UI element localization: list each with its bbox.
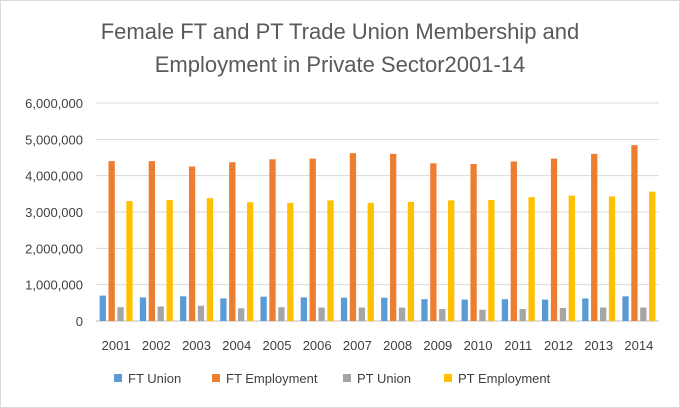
- bar-ft-employment-2003: [188, 166, 196, 321]
- bar-ft-employment-2008: [390, 153, 397, 321]
- y-tick-label: 2,000,000: [25, 241, 83, 256]
- bar-pt-union-2005: [278, 307, 285, 321]
- bar-ft-employment-2002: [148, 161, 156, 321]
- bar-pt-union-2007: [358, 307, 365, 321]
- bar-pt-employment-2004: [246, 202, 254, 321]
- legend-label: PT Employment: [458, 371, 551, 386]
- y-tick-label: 1,000,000: [25, 278, 83, 293]
- x-tick-label: 2003: [182, 338, 211, 353]
- bar-ft-union-2004: [220, 298, 227, 321]
- bar-ft-employment-2009: [430, 163, 437, 321]
- bar-ft-union-2002: [139, 297, 147, 321]
- legend-swatch: [114, 374, 122, 382]
- x-tick-label: 2001: [102, 338, 131, 353]
- bar-pt-union-2014: [640, 307, 647, 321]
- bar-ft-union-2008: [381, 297, 388, 321]
- bar-ft-union-2007: [340, 297, 348, 321]
- bar-pt-employment-2005: [287, 202, 294, 321]
- x-tick-label: 2007: [343, 338, 372, 353]
- bar-ft-employment-2007: [349, 153, 357, 321]
- y-tick-label: 3,000,000: [25, 205, 83, 220]
- legend-swatch: [212, 374, 220, 382]
- bar-pt-employment-2001: [126, 201, 133, 321]
- bar-pt-union-2002: [157, 306, 164, 321]
- bar-ft-union-2001: [99, 295, 106, 321]
- legend-label: FT Employment: [226, 371, 318, 386]
- bar-pt-employment-2003: [206, 198, 214, 321]
- bar-pt-union-2003: [197, 305, 205, 321]
- bar-pt-union-2013: [599, 307, 607, 321]
- bar-ft-employment-2005: [269, 159, 276, 321]
- bar-pt-union-2008: [398, 307, 406, 321]
- bars: [99, 145, 656, 321]
- bar-ft-union-2003: [180, 296, 187, 321]
- bar-ft-employment-2013: [591, 153, 598, 321]
- y-axis-ticks: 0 1,000,000 2,000,000 3,000,000 4,000,000 5,0…: [25, 96, 83, 329]
- x-tick-label: 2014: [624, 338, 653, 353]
- bar-pt-union-2004: [238, 308, 245, 321]
- bar-pt-union-2010: [479, 309, 486, 321]
- bar-pt-union-2009: [439, 309, 446, 321]
- x-tick-label: 2008: [383, 338, 412, 353]
- bar-ft-employment-2011: [510, 161, 517, 321]
- bar-ft-union-2005: [260, 296, 267, 321]
- bar-pt-employment-2009: [448, 200, 455, 321]
- bar-pt-union-2001: [117, 307, 124, 321]
- bar-ft-union-2010: [461, 299, 468, 321]
- bar-ft-union-2009: [421, 299, 428, 321]
- x-tick-label: 2010: [464, 338, 493, 353]
- bar-ft-employment-2006: [309, 158, 316, 321]
- bar-pt-union-2012: [559, 307, 567, 321]
- y-tick-label: 4,000,000: [25, 169, 83, 184]
- bar-pt-employment-2008: [407, 201, 415, 321]
- x-tick-label: 2004: [222, 338, 251, 353]
- chart-title: Female FT and PT Trade Union Membership …: [101, 19, 580, 77]
- x-tick-label: 2011: [504, 338, 532, 353]
- legend-item-pt-employment: PT Employment: [444, 371, 551, 386]
- legend-swatch: [343, 374, 351, 382]
- bar-pt-employment-2012: [568, 195, 575, 321]
- x-tick-label: 2005: [263, 338, 292, 353]
- bar-ft-union-2012: [541, 299, 549, 321]
- bar-ft-union-2011: [501, 299, 509, 321]
- y-tick-label: 5,000,000: [25, 132, 83, 147]
- bar-ft-union-2014: [622, 296, 629, 321]
- bar-ft-employment-2014: [631, 145, 638, 321]
- bar-ft-employment-2012: [550, 158, 558, 321]
- chart-title-line-2: Employment in Private Sector2001-14: [155, 52, 526, 77]
- legend-label: FT Union: [128, 371, 181, 386]
- legend-swatch: [444, 374, 452, 382]
- y-tick-label: 6,000,000: [25, 96, 83, 111]
- y-tick-label: 0: [76, 314, 83, 329]
- bar-ft-union-2013: [582, 298, 589, 321]
- x-tick-label: 2009: [423, 338, 452, 353]
- bar-ft-employment-2010: [470, 164, 477, 321]
- bar-pt-employment-2011: [528, 197, 535, 321]
- x-tick-label: 2013: [584, 338, 613, 353]
- bar-ft-employment-2004: [229, 162, 236, 321]
- legend-item-ft-union: FT Union: [114, 371, 181, 386]
- bar-ft-employment-2001: [108, 161, 115, 321]
- legend: FT Union FT Employment PT Union PT Employme…: [114, 371, 551, 386]
- legend-item-pt-union: PT Union: [343, 371, 411, 386]
- bar-pt-employment-2010: [488, 200, 495, 321]
- chart-title-line-1: Female FT and PT Trade Union Membership …: [101, 19, 580, 44]
- bar-pt-employment-2014: [649, 191, 656, 321]
- bar-pt-employment-2006: [327, 200, 334, 321]
- x-tick-label: 2012: [544, 338, 573, 353]
- x-tick-label: 2006: [303, 338, 332, 353]
- bar-pt-employment-2002: [166, 200, 173, 321]
- legend-item-ft-employment: FT Employment: [212, 371, 318, 386]
- x-tick-label: 2002: [142, 338, 171, 353]
- legend-label: PT Union: [357, 371, 411, 386]
- bar-ft-union-2006: [300, 297, 307, 321]
- bar-pt-employment-2013: [608, 196, 616, 321]
- bar-pt-employment-2007: [367, 202, 374, 321]
- bar-pt-union-2006: [318, 307, 325, 321]
- x-axis-ticks: 2001 2002 2003 2004 2005 2006 2007 2008 2009 2010…: [102, 338, 654, 353]
- bar-pt-union-2011: [519, 309, 526, 321]
